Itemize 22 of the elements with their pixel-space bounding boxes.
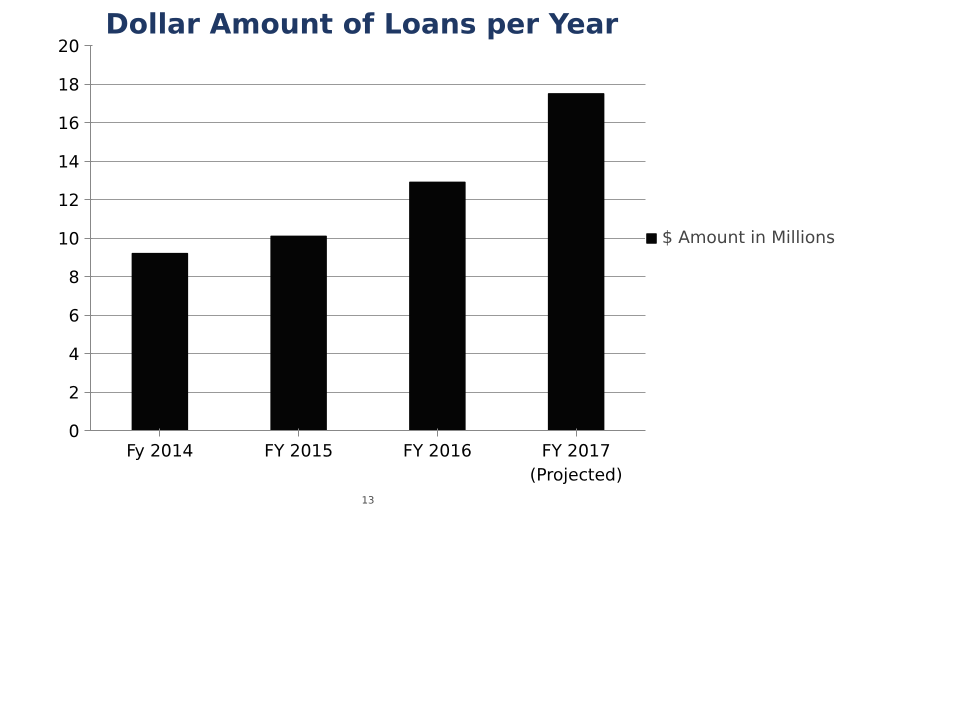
bar bbox=[270, 236, 327, 430]
y-tick-label: 10 bbox=[58, 230, 80, 250]
chart-title: Dollar Amount of Loans per Year bbox=[106, 8, 618, 40]
bar bbox=[548, 93, 604, 430]
y-tick-label: 12 bbox=[58, 191, 80, 211]
y-tick-label: 14 bbox=[58, 152, 80, 172]
y-tick-label: 8 bbox=[68, 268, 80, 288]
x-tick-label: FY 2016 bbox=[402, 442, 472, 462]
x-tick-label: FY 2017 (Projected) bbox=[530, 442, 622, 486]
x-tick-label: Fy 2014 bbox=[126, 442, 194, 462]
legend-label: $ Amount in Millions bbox=[662, 228, 835, 248]
y-tick-label: 4 bbox=[68, 345, 80, 365]
y-tick-label: 6 bbox=[68, 306, 80, 326]
y-tick-label: 2 bbox=[68, 384, 80, 404]
bar bbox=[132, 252, 188, 430]
x-tick-label: FY 2015 bbox=[264, 442, 334, 462]
text: 13 bbox=[362, 496, 374, 506]
y-tick-label: 18 bbox=[58, 76, 80, 96]
y-tick-label: 0 bbox=[68, 422, 80, 442]
bar bbox=[409, 182, 466, 430]
y-tick-label: 20 bbox=[58, 37, 80, 57]
y-tick-label: 16 bbox=[58, 114, 80, 134]
